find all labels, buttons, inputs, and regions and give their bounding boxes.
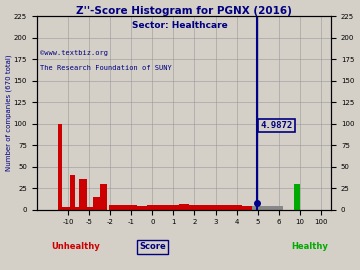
Bar	[242, 206, 252, 210]
Bar	[158, 205, 168, 210]
Bar	[200, 205, 210, 210]
Bar	[221, 205, 231, 210]
Bar	[75, 207, 79, 210]
Bar	[294, 184, 300, 210]
Bar	[116, 205, 126, 210]
Bar	[58, 124, 62, 210]
Bar	[263, 206, 273, 210]
Text: Score: Score	[139, 242, 166, 251]
Text: Unhealthy: Unhealthy	[51, 242, 100, 251]
Text: Sector: Healthcare: Sector: Healthcare	[132, 21, 228, 30]
Title: Z''-Score Histogram for PGNX (2016): Z''-Score Histogram for PGNX (2016)	[76, 6, 292, 16]
Bar	[109, 205, 116, 210]
Bar	[83, 180, 87, 210]
Bar	[210, 205, 221, 210]
Bar	[231, 205, 242, 210]
Bar	[168, 205, 179, 210]
Bar	[189, 205, 200, 210]
Text: 4.9872: 4.9872	[261, 121, 293, 130]
Bar	[252, 206, 263, 210]
Bar	[273, 206, 280, 210]
Text: The Research Foundation of SUNY: The Research Foundation of SUNY	[40, 65, 171, 72]
Bar	[179, 204, 189, 210]
Bar	[87, 207, 93, 210]
Text: ©www.textbiz.org: ©www.textbiz.org	[40, 50, 108, 56]
Bar	[136, 206, 147, 210]
Bar	[66, 207, 70, 210]
Bar	[147, 205, 158, 210]
Text: Healthy: Healthy	[292, 242, 329, 251]
Bar	[100, 184, 107, 210]
Bar	[126, 205, 136, 210]
Y-axis label: Number of companies (670 total): Number of companies (670 total)	[5, 55, 12, 171]
Bar	[79, 180, 83, 210]
Bar	[62, 207, 66, 210]
Bar	[280, 206, 283, 210]
Bar	[93, 197, 100, 210]
Bar	[70, 175, 75, 210]
